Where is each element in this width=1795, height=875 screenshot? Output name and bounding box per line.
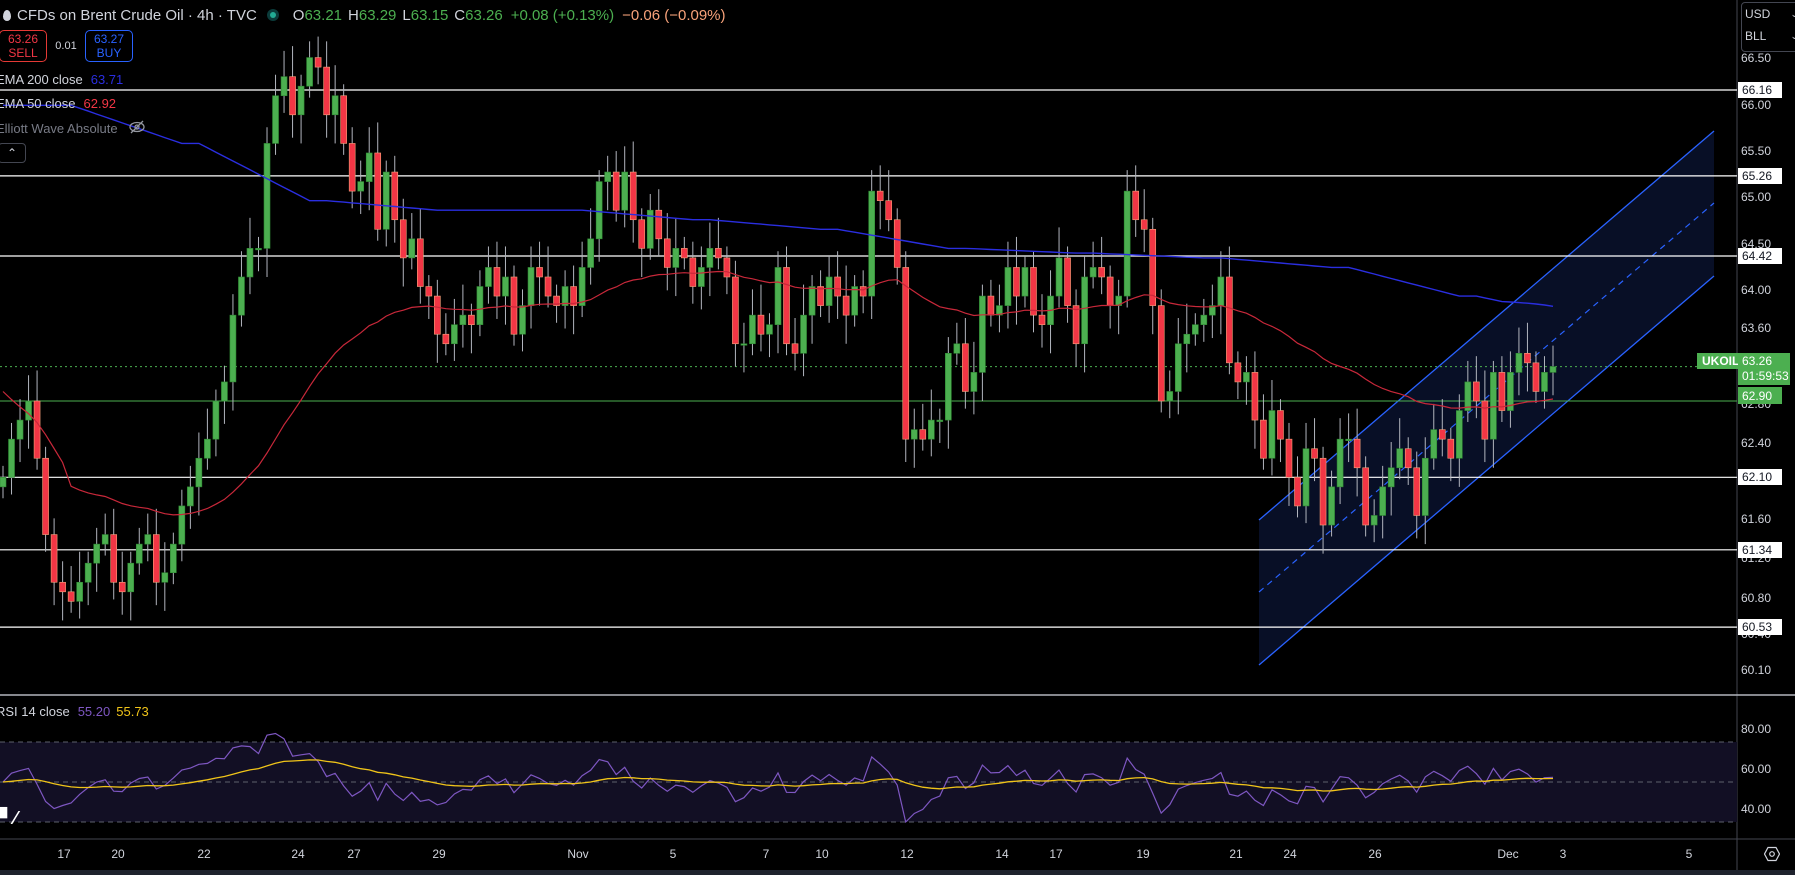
indicator-name: EMA 200 close <box>0 72 83 87</box>
unit-select[interactable]: BLL ⌄ <box>1742 25 1795 47</box>
time-tick: 27 <box>347 847 361 861</box>
market-open-status-icon <box>266 9 279 21</box>
price-tick: 65.50 <box>1741 144 1772 158</box>
level-tag: 60.53 <box>1738 619 1782 636</box>
symbol-title[interactable]: CFDs on Brent Crude Oil · 4h · TVC <box>17 6 257 24</box>
price-tick: 63.60 <box>1741 321 1772 335</box>
time-tick: 14 <box>995 847 1009 861</box>
indicator-value: 63.71 <box>90 72 124 87</box>
time-tick: 22 <box>197 847 211 861</box>
hidden-eye-icon[interactable] <box>128 120 146 137</box>
oil-drop-icon <box>3 9 11 21</box>
time-tick: 5 <box>669 847 677 861</box>
currency-select[interactable]: USD ⌄ <box>1742 3 1795 25</box>
close-label: C <box>454 6 466 24</box>
indicator-name: RSI 14 close <box>0 704 70 719</box>
settings-gear-icon[interactable] <box>1763 846 1781 862</box>
time-tick: 17 <box>1049 847 1063 861</box>
green-level-tag: 62.90 <box>1738 387 1782 404</box>
price-tick: 64.50 <box>1741 237 1772 251</box>
price-tick: 65.00 <box>1741 190 1772 204</box>
chevron-down-icon: ⌄ <box>1790 8 1795 19</box>
low-label: L <box>402 6 411 24</box>
time-tick: 5 <box>1685 847 1693 861</box>
tradingview-logo[interactable]: ▘⁄ <box>0 808 17 828</box>
high-label: H <box>348 6 359 24</box>
time-tick: 21 <box>1229 847 1243 861</box>
current-price: 63.26 <box>1742 354 1773 368</box>
indicator-name: Elliott Wave Absolute <box>0 121 118 136</box>
low-value: 63.15 <box>410 6 449 24</box>
symbol-header: CFDs on Brent Crude Oil · 4h · TVC O 63.2… <box>0 4 726 26</box>
rsi-value: 55.20 <box>77 704 111 719</box>
time-tick: 26 <box>1368 847 1382 861</box>
chevron-down-icon: ⌄ <box>1790 30 1795 41</box>
bar-countdown: 01:59:53 <box>1742 369 1789 383</box>
chevron-up-icon: ⌃ <box>6 146 18 160</box>
indicator-name: EMA 50 close <box>0 96 76 111</box>
price-tick: 66.00 <box>1741 98 1772 112</box>
time-tick: Dec <box>1497 847 1519 861</box>
sell-button[interactable]: 63.26 SELL <box>0 30 47 62</box>
time-tick: 24 <box>1283 847 1297 861</box>
close-value: 63.26 <box>465 6 503 24</box>
price-tick: 62.40 <box>1741 436 1772 450</box>
bottom-toolbar <box>0 870 1795 875</box>
sell-price: 63.26 <box>7 32 39 46</box>
axis-unit-selector[interactable]: USD ⌄ BLL ⌄ <box>1741 2 1795 52</box>
time-tick: 12 <box>900 847 914 861</box>
buy-price: 63.27 <box>93 32 125 46</box>
time-tick: 10 <box>815 847 829 861</box>
price-tick: 60.10 <box>1741 663 1772 677</box>
price-tick: 61.60 <box>1741 512 1772 526</box>
time-tick: 3 <box>1559 847 1567 861</box>
sell-label: SELL <box>8 46 38 60</box>
open-value: 63.21 <box>304 6 343 24</box>
price-tick: 66.50 <box>1741 51 1772 65</box>
high-value: 63.29 <box>358 6 397 24</box>
spread-value: 0.01 <box>55 40 77 52</box>
price-tick: 60.80 <box>1741 591 1772 605</box>
currency-value: USD <box>1745 7 1771 21</box>
change-value: +0.08 (+0.13%) <box>510 6 615 24</box>
symbol-tag: UKOIL <box>1697 353 1745 369</box>
change-value-2: −0.06 (−0.09%) <box>622 6 726 24</box>
trade-panel: 63.26 SELL 0.01 63.27 BUY <box>0 30 133 62</box>
rsi-ma-value: 55.73 <box>116 704 149 719</box>
rsi-tick: 40.00 <box>1741 802 1772 816</box>
rsi-tick: 80.00 <box>1741 722 1772 736</box>
level-tag: 64.42 <box>1738 247 1782 264</box>
indicator-value: 62.92 <box>83 96 117 111</box>
collapse-legend-button[interactable]: ⌃ <box>0 143 26 163</box>
time-tick: 17 <box>57 847 71 861</box>
current-price-tag: 63.26 01:59:53 <box>1738 353 1790 385</box>
unit-value: BLL <box>1745 29 1767 43</box>
buy-button[interactable]: 63.27 BUY <box>85 30 133 62</box>
legend-elliott-wave[interactable]: Elliott Wave Absolute <box>0 120 146 137</box>
legend-ema50[interactable]: EMA 50 close 62.92 <box>0 96 116 111</box>
legend-rsi[interactable]: RSI 14 close 55.20 55.73 <box>0 704 149 719</box>
buy-label: BUY <box>96 46 122 60</box>
open-label: O <box>292 6 305 24</box>
level-tag: 61.34 <box>1738 541 1782 558</box>
level-tag: 62.10 <box>1738 469 1782 486</box>
time-tick: 19 <box>1136 847 1150 861</box>
rsi-tick: 60.00 <box>1741 762 1772 776</box>
time-tick: 29 <box>432 847 446 861</box>
level-tag: 66.16 <box>1738 82 1782 98</box>
time-tick: 20 <box>111 847 125 861</box>
time-tick: Nov <box>567 847 589 861</box>
time-tick: 7 <box>762 847 770 861</box>
legend-ema200[interactable]: EMA 200 close 63.71 <box>0 72 123 87</box>
level-tag: 65.26 <box>1738 167 1782 184</box>
time-tick: 24 <box>291 847 305 861</box>
price-tick: 64.00 <box>1741 283 1772 297</box>
